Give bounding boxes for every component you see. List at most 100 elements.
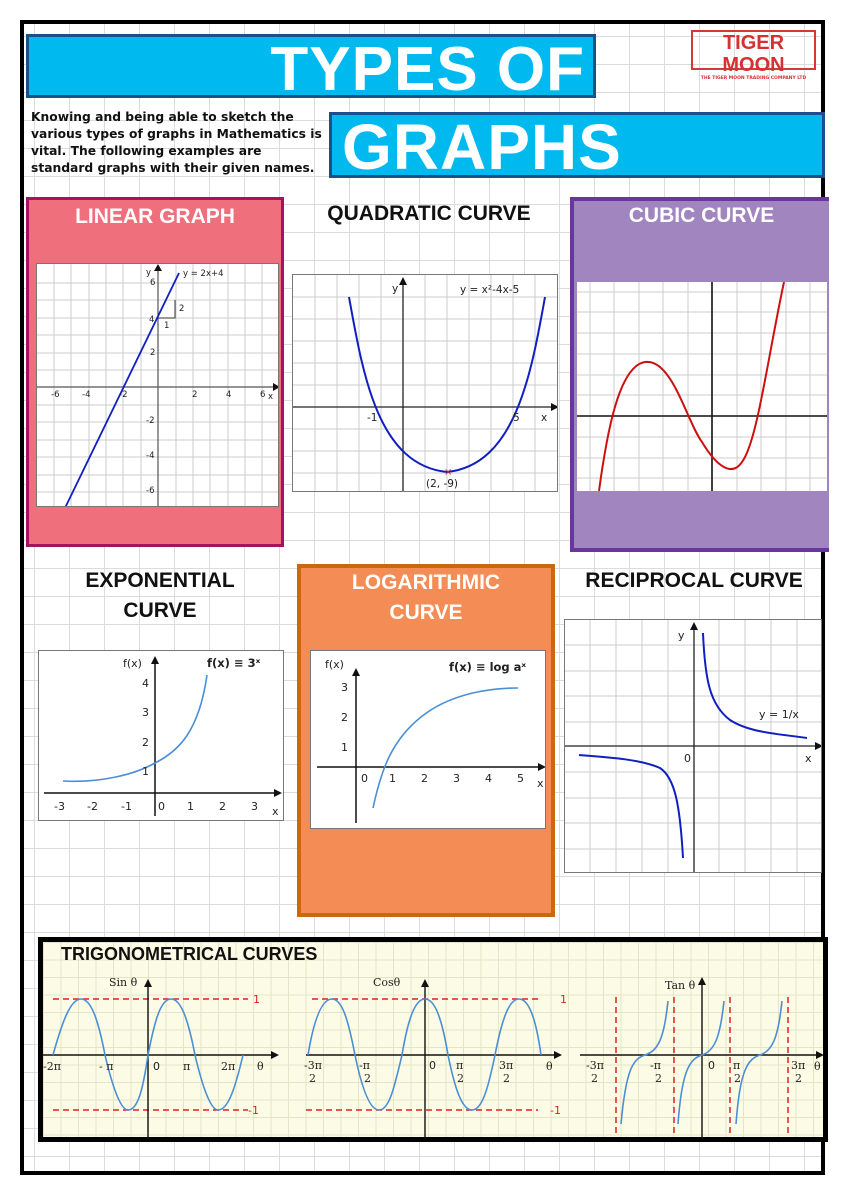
logo-sub: THE TIGER MOON TRADING COMPANY LTD: [700, 76, 807, 81]
svg-text:2: 2: [591, 1072, 598, 1085]
svg-text:y = 2x+4: y = 2x+4: [183, 269, 224, 279]
svg-text:6: 6: [150, 278, 155, 288]
svg-text:4: 4: [142, 677, 149, 690]
svg-text:-1: -1: [367, 412, 377, 424]
cubic-title: CUBIC CURVE: [628, 204, 775, 227]
svg-text:y = x²-4x-5: y = x²-4x-5: [460, 284, 519, 296]
svg-text:6: 6: [260, 390, 265, 400]
svg-text:2: 2: [341, 711, 348, 724]
svg-text:y = 1/x: y = 1/x: [759, 708, 799, 721]
svg-text:3π: 3π: [791, 1059, 805, 1072]
svg-text:5: 5: [513, 412, 520, 424]
intro-text: Knowing and being able to sketch the var…: [31, 110, 322, 175]
svg-text:5: 5: [517, 772, 524, 785]
svg-text:f(x): f(x): [325, 658, 344, 671]
reciprocal-curve-card: RECIPROCAL CURVE y 0 x y = 1/x: [562, 564, 826, 879]
svg-text:f(x) ≡ log aˣ: f(x) ≡ log aˣ: [449, 660, 526, 674]
cos-graph: Cosθ 1 -1 -3π2 -π2 0 π2 3π2 θ: [304, 976, 567, 1139]
logarithmic-curve-card: LOGARITHMIC CURVE f(x) f(x) ≡ log aˣ 3 2 1…: [297, 564, 555, 917]
svg-text:y: y: [146, 268, 151, 278]
svg-text:0: 0: [684, 752, 691, 765]
title-banner-2: GRAPHS: [329, 112, 825, 179]
cubic-curve-card: CUBIC CURVE: [570, 197, 829, 552]
svg-text:-6: -6: [146, 486, 154, 496]
svg-text:1: 1: [341, 741, 348, 754]
svg-text:y: y: [678, 629, 685, 642]
svg-text:-4: -4: [146, 451, 154, 461]
svg-text:0: 0: [708, 1059, 715, 1072]
poster: TYPES OF GRAPHS Knowing and being able t…: [20, 20, 829, 1175]
svg-text:-3π: -3π: [304, 1059, 322, 1072]
svg-text:θ: θ: [814, 1060, 821, 1073]
svg-text:y: y: [392, 283, 398, 295]
svg-text:-2: -2: [119, 390, 127, 400]
linear-graph-svg: -6 -4 -2 2 4 6 x 642-2-4-6 y21 y = 2x+4: [37, 264, 278, 506]
svg-text:0: 0: [158, 800, 165, 813]
quadratic-curve-card: QUADRATIC CURVE × y -1 5 x (2, -9) y = x²-…: [292, 197, 566, 497]
tiger-moon-logo: TIGER MOON THE TIGER MOON TRADING COMPAN…: [691, 30, 816, 81]
svg-text:0: 0: [361, 772, 368, 785]
svg-text:3: 3: [341, 681, 348, 694]
logo-main: TIGER MOON: [722, 32, 785, 76]
svg-text:x: x: [805, 752, 812, 765]
svg-text:π: π: [183, 1060, 190, 1073]
reciprocal-graph: y 0 x y = 1/x: [564, 619, 822, 873]
exponential-title: EXPONENTIAL CURVE: [85, 569, 235, 622]
quadratic-graph-svg: × y -1 5 x (2, -9) y = x²-4x-5: [293, 275, 557, 491]
svg-text:θ: θ: [257, 1060, 264, 1073]
exponential-graph: f(x) f(x) ≡ 3ˣ 4 3 2 1 -3 -2 -1 0 1 2 3 x: [38, 650, 284, 821]
reciprocal-graph-svg: y 0 x y = 1/x: [565, 620, 821, 872]
svg-text:-π: -π: [650, 1059, 661, 1072]
svg-text:2: 2: [219, 800, 226, 813]
svg-text:3: 3: [142, 706, 149, 719]
logarithmic-title: LOGARITHMIC CURVE: [351, 571, 501, 624]
svg-text:-1: -1: [121, 800, 132, 813]
svg-text:2: 2: [734, 1072, 741, 1085]
svg-text:f(x) ≡ 3ˣ: f(x) ≡ 3ˣ: [207, 656, 261, 670]
svg-text:4: 4: [226, 390, 231, 400]
svg-text:1: 1: [187, 800, 194, 813]
quadratic-graph: × y -1 5 x (2, -9) y = x²-4x-5: [292, 274, 558, 492]
sin-label: Sin θ: [109, 976, 138, 989]
svg-text:2: 2: [421, 772, 428, 785]
title-banner-1: TYPES OF: [26, 34, 596, 101]
svg-text:π: π: [733, 1059, 740, 1072]
svg-text:2: 2: [503, 1072, 510, 1085]
svg-text:-2: -2: [146, 416, 154, 426]
svg-text:-2: -2: [87, 800, 98, 813]
svg-text:x: x: [537, 777, 544, 790]
cos-label: Cosθ: [373, 976, 401, 989]
svg-text:-π: -π: [359, 1059, 370, 1072]
svg-text:0: 0: [429, 1059, 436, 1072]
svg-text:4: 4: [485, 772, 492, 785]
sin-graph: Sin θ 1 -1 -2π - π 0 π 2π θ: [43, 976, 279, 1139]
trigonometrical-curves-panel: TRIGONOMETRICAL CURVES Sin θ 1 -1 -2π - π…: [38, 937, 828, 1142]
svg-text:3π: 3π: [499, 1059, 513, 1072]
svg-text:-2π: -2π: [43, 1060, 61, 1073]
svg-text:1: 1: [253, 993, 260, 1006]
cubic-graph: [577, 282, 827, 491]
svg-text:x: x: [541, 412, 547, 424]
tan-label: Tan θ: [665, 979, 696, 992]
tan-graph: Tan θ -3π2 -π2 0 π2 3π2 θ: [580, 977, 824, 1139]
svg-text:3: 3: [453, 772, 460, 785]
svg-text:×: ×: [444, 467, 452, 478]
svg-text:-3: -3: [54, 800, 65, 813]
svg-text:-1: -1: [550, 1104, 561, 1117]
svg-text:2: 2: [179, 304, 184, 314]
svg-text:x: x: [272, 805, 279, 818]
svg-text:2: 2: [364, 1072, 371, 1085]
svg-text:2π: 2π: [221, 1060, 235, 1073]
svg-text:1: 1: [389, 772, 396, 785]
svg-text:π: π: [456, 1059, 463, 1072]
svg-text:2: 2: [655, 1072, 662, 1085]
svg-text:2: 2: [309, 1072, 316, 1085]
svg-text:0: 0: [153, 1060, 160, 1073]
svg-text:x: x: [268, 392, 273, 402]
svg-text:1: 1: [560, 993, 567, 1006]
cubic-graph-svg: [577, 282, 827, 491]
trig-title: TRIGONOMETRICAL CURVES: [61, 944, 318, 964]
